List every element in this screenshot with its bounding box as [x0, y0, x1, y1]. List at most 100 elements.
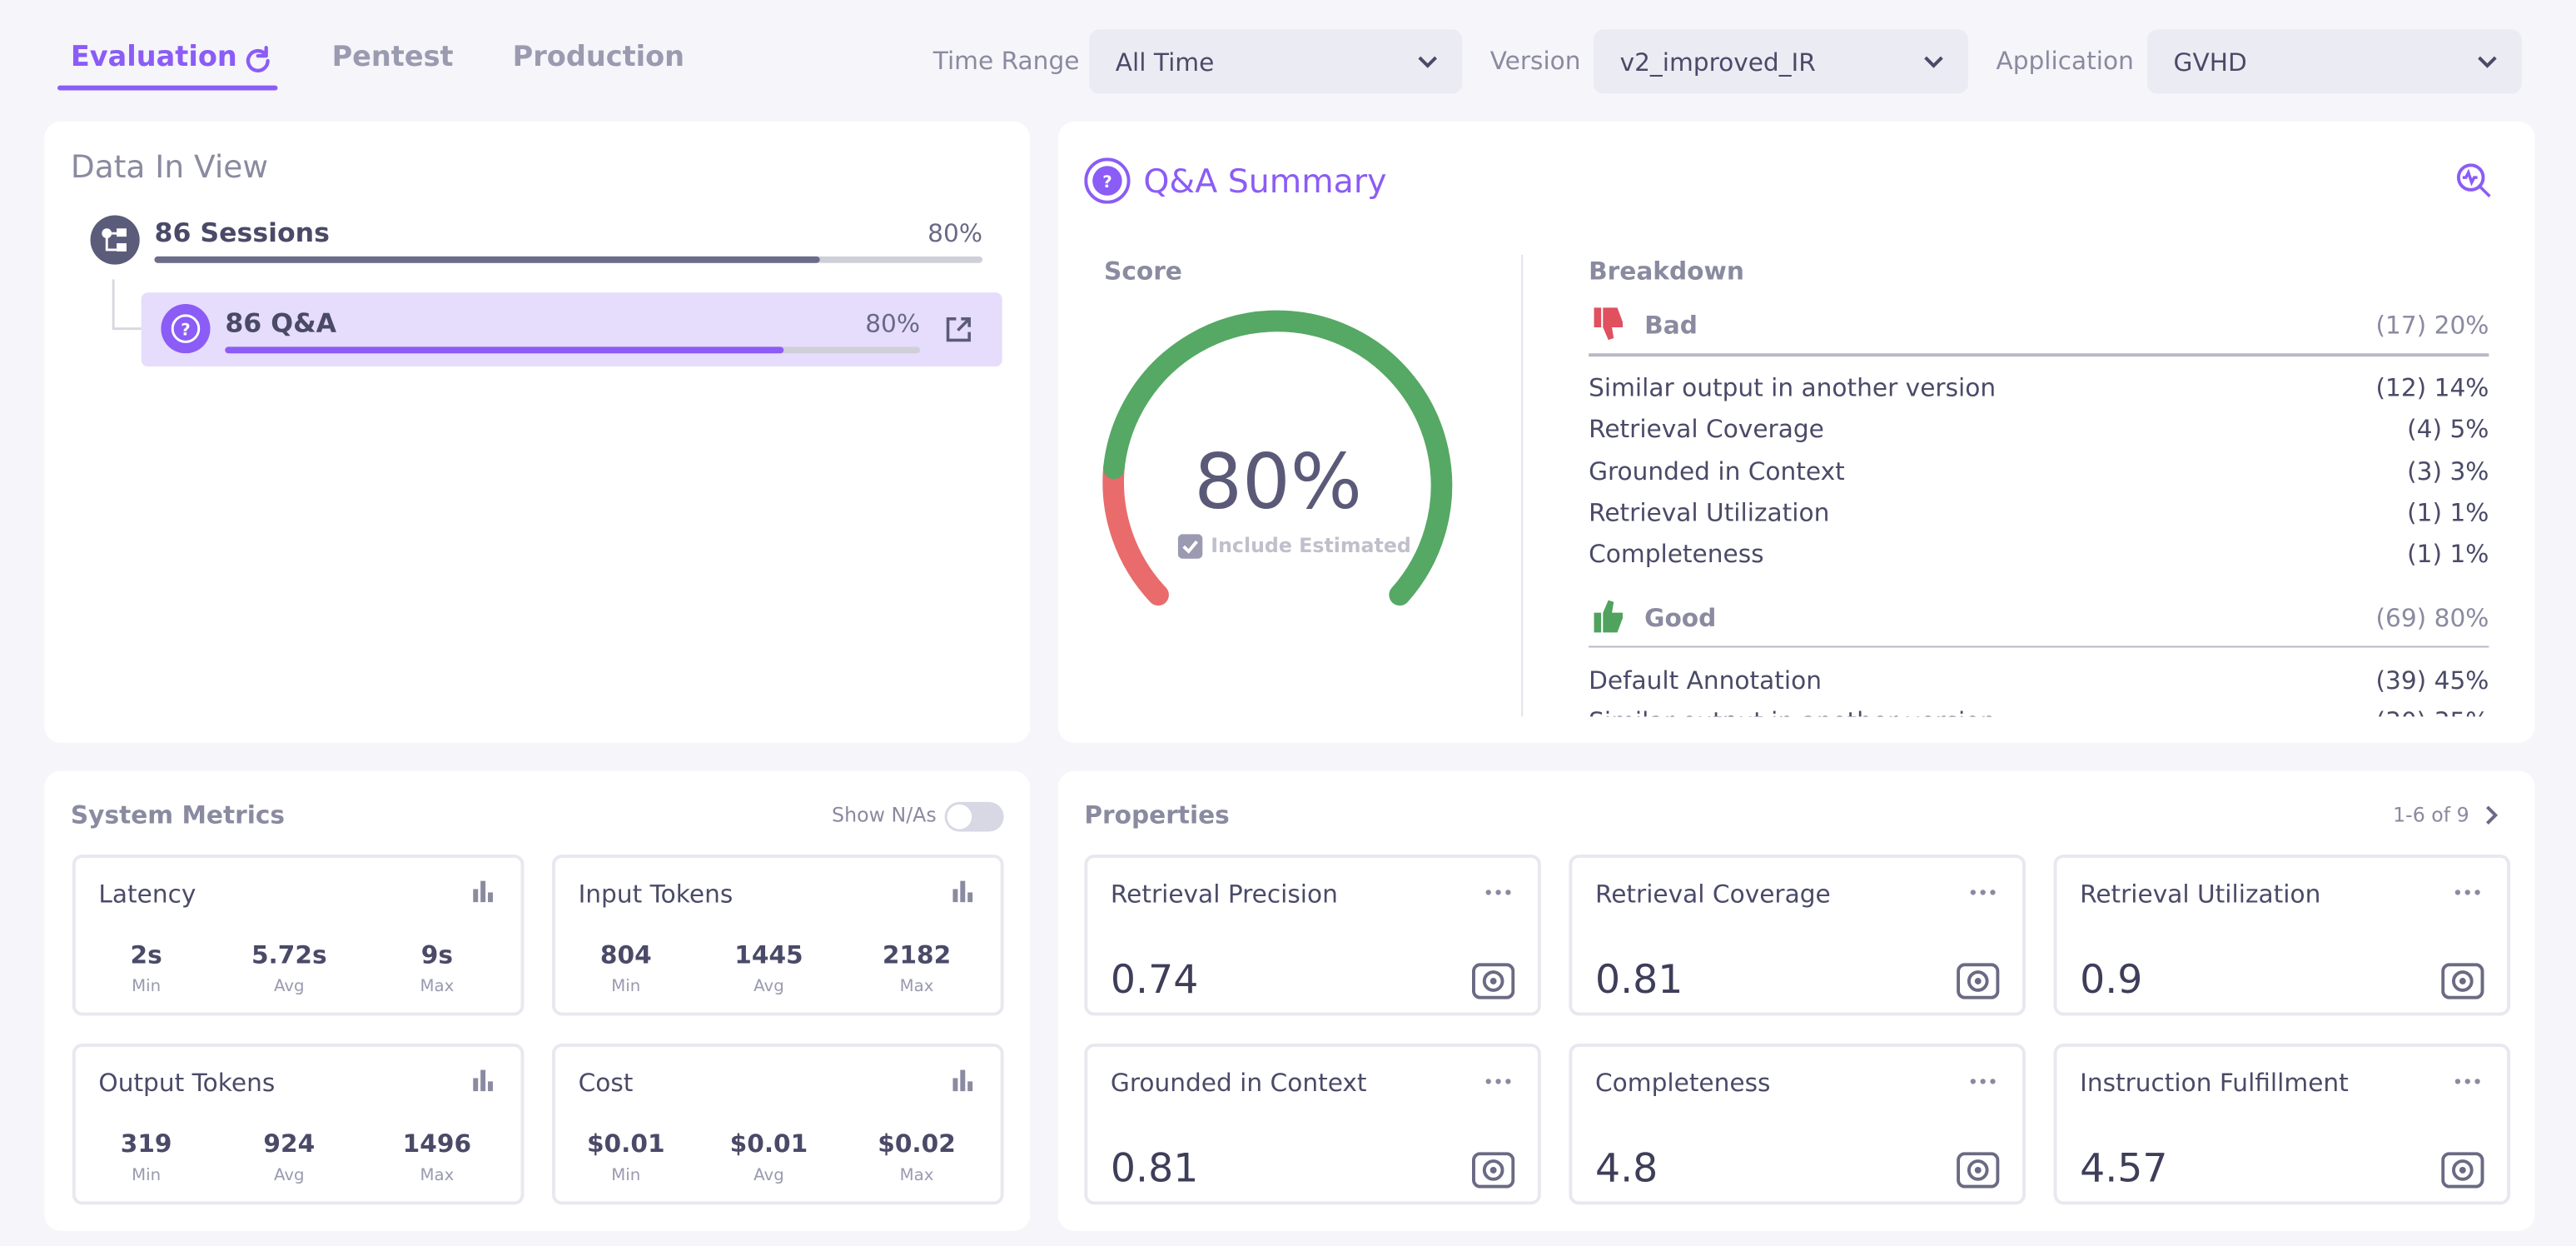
more-icon[interactable]: [1485, 1078, 1512, 1084]
property-icon[interactable]: [2441, 1152, 2484, 1189]
qa-percent: 80%: [865, 308, 920, 339]
qa-bar: [225, 346, 784, 354]
filter-label: Time Range: [932, 46, 1080, 76]
property-icon[interactable]: [1471, 963, 1515, 999]
breakdown-title: Breakdown: [1589, 256, 1744, 287]
breakdown-label: Completeness: [1589, 539, 1764, 570]
metric-stat-label: Min: [611, 1166, 641, 1185]
property-value: 4.57: [2080, 1145, 2168, 1192]
toggle-switch[interactable]: [943, 800, 1006, 833]
filter-label: Application: [1996, 46, 2134, 76]
svg-text:?: ?: [1102, 172, 1111, 192]
property-icon[interactable]: [1957, 963, 2000, 999]
chart-icon[interactable]: [471, 1069, 495, 1092]
metric-card: Latency 2s Min 5.72s Avg 9s Max: [72, 855, 525, 1016]
chart-icon[interactable]: [951, 1069, 974, 1092]
more-icon[interactable]: [2454, 1078, 2481, 1084]
metric-value: 804: [599, 939, 652, 970]
dropdown-value: All Time: [1115, 47, 1215, 77]
chart-icon[interactable]: [951, 880, 974, 903]
include-estimated: Include Estimated: [1211, 534, 1411, 557]
metric-value: 2s: [130, 939, 162, 970]
qa-label: 86 Q&A: [225, 307, 337, 339]
breakdown-label: Default Annotation: [1589, 665, 1822, 695]
panel-title: System Metrics: [70, 800, 286, 830]
dropdown[interactable]: All Time: [1089, 29, 1463, 94]
group-total: (17) 20%: [2375, 310, 2489, 341]
property-value: 0.81: [1110, 1145, 1199, 1192]
property-card[interactable]: Completeness 4.8: [1569, 1043, 2026, 1205]
group-name: Good: [1644, 602, 1717, 632]
breakdown-label: Similar output in another version: [1589, 706, 1996, 716]
metric-stat-label: Avg: [274, 1166, 305, 1185]
breakdown-label: Retrieval Utilization: [1589, 497, 1830, 528]
sessions-bar: [154, 256, 820, 263]
metric-value: 924: [263, 1129, 316, 1159]
refresh-icon[interactable]: [241, 44, 274, 77]
qa-row[interactable]: [141, 292, 1002, 367]
property-icon[interactable]: [1957, 1152, 2000, 1189]
property-card[interactable]: Retrieval Precision 0.74: [1084, 855, 1541, 1016]
property-value: 0.81: [1594, 956, 1683, 1003]
property-card[interactable]: Grounded in Context 0.81: [1084, 1043, 1541, 1205]
property-name: Retrieval Precision: [1110, 879, 1338, 910]
group-name: Bad: [1644, 310, 1698, 341]
breakdown-list: Bad (17) 20% Similar output in another ver…: [1589, 296, 2489, 716]
metric-title: Latency: [98, 879, 196, 910]
property-icon[interactable]: [1471, 1152, 1515, 1189]
pagination: 1-6 of 9: [2393, 803, 2469, 827]
dropdown-value: GVHD: [2173, 47, 2247, 77]
breakdown-label: Retrieval Coverage: [1589, 414, 1824, 445]
dropdown[interactable]: GVHD: [2146, 29, 2522, 94]
property-name: Retrieval Utilization: [2080, 879, 2321, 910]
divider: [1521, 254, 1524, 717]
metric-stat-label: Min: [611, 978, 641, 996]
next-page[interactable]: [2483, 804, 2503, 827]
metric-stat-label: Avg: [753, 978, 784, 996]
metric-value: $0.01: [729, 1129, 808, 1159]
more-icon[interactable]: [2454, 890, 2481, 896]
metric-card: Cost $0.01 Min $0.01 Avg $0.02 Max: [551, 1043, 1004, 1205]
metric-title: Output Tokens: [98, 1068, 276, 1099]
metric-stat-label: Max: [420, 1166, 455, 1185]
property-name: Retrieval Coverage: [1594, 879, 1831, 910]
tab[interactable]: Evaluation: [70, 41, 237, 74]
checkbox[interactable]: [1177, 534, 1203, 559]
more-icon[interactable]: [1485, 890, 1512, 896]
metric-stat-label: Avg: [274, 978, 305, 996]
open-link-icon[interactable]: [945, 316, 973, 344]
breakdown-value: (4) 5%: [2407, 414, 2489, 445]
property-name: Grounded in Context: [1110, 1068, 1367, 1099]
breakdown-label: Grounded in Context: [1589, 456, 1845, 486]
breakdown-value: (30) 35%: [2375, 706, 2489, 716]
more-icon[interactable]: [1970, 890, 1997, 896]
property-card[interactable]: Instruction Fulfillment 4.57: [2053, 1043, 2511, 1205]
property-card[interactable]: Retrieval Coverage 0.81: [1569, 855, 2026, 1016]
metric-stat-label: Max: [899, 1166, 934, 1185]
tab[interactable]: Production: [512, 41, 685, 74]
metric-card: Output Tokens 319 Min 924 Avg 1496 Max: [72, 1043, 525, 1205]
property-icon[interactable]: [2441, 963, 2484, 999]
metric-value: 5.72s: [251, 939, 327, 970]
dropdown[interactable]: v2_improved_IR: [1594, 29, 1968, 94]
metric-value: $0.01: [586, 1129, 665, 1159]
property-card[interactable]: Retrieval Utilization 0.9: [2053, 855, 2511, 1016]
metric-value: 9s: [420, 939, 453, 970]
sessions-label: 86 Sessions: [154, 217, 330, 248]
sessions-bar-track: [154, 256, 982, 263]
chevron: [1418, 56, 1437, 68]
panel-title: Properties: [1084, 800, 1230, 830]
qa-summary-panel: [1057, 122, 2535, 743]
tab[interactable]: Pentest: [331, 41, 454, 74]
qa-icon: ?: [161, 304, 211, 354]
more-icon[interactable]: [1970, 1078, 1997, 1084]
metric-card: Input Tokens 804 Min 1445 Avg 2182 Max: [551, 855, 1004, 1016]
analyze-icon[interactable]: [2454, 161, 2494, 200]
qa-summary-icon: ?: [1084, 157, 1131, 204]
metric-value: 319: [120, 1129, 172, 1159]
chart-icon[interactable]: [471, 880, 495, 903]
property-value: 4.8: [1594, 1145, 1658, 1192]
score-value: 80%: [1194, 436, 1363, 526]
